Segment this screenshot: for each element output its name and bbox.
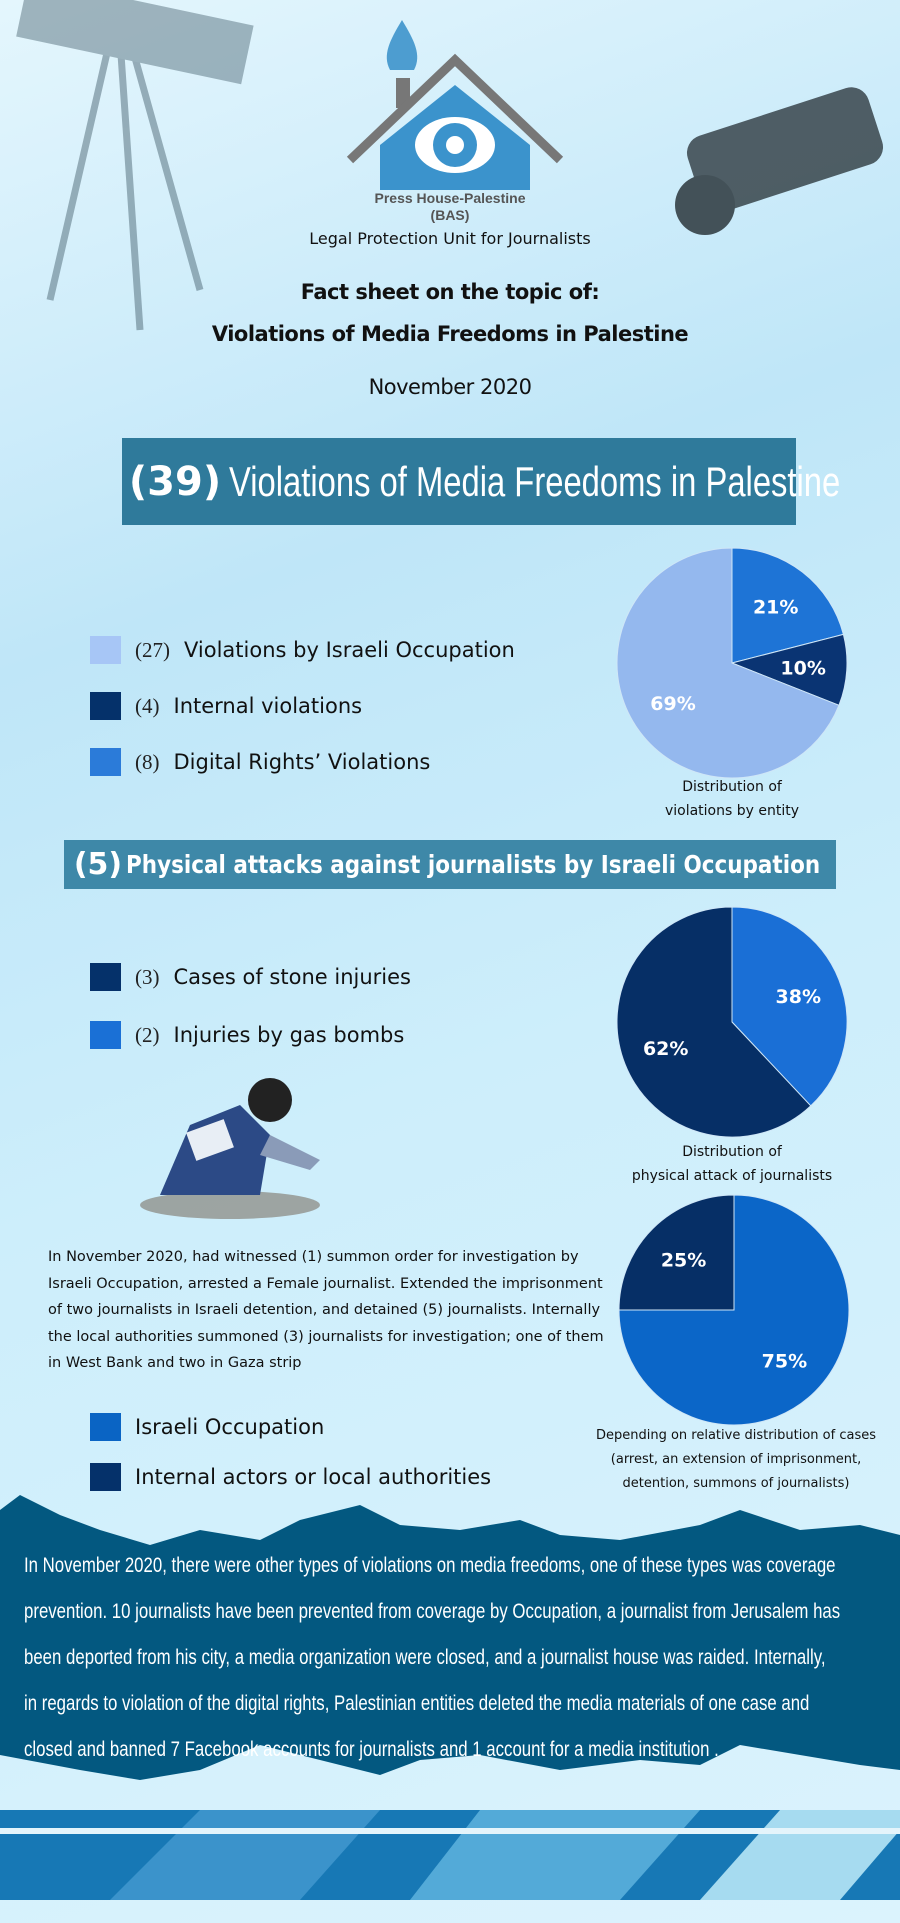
legend-item: Internal actors or local authorities bbox=[90, 1452, 491, 1502]
report-date: November 2020 bbox=[368, 375, 532, 399]
cases-paragraph: In November 2020, had witnessed (1) summ… bbox=[48, 1249, 604, 1371]
pie-slice-label: 38% bbox=[776, 986, 821, 1008]
fact-sheet-label: Fact sheet on the topic of: bbox=[300, 280, 600, 304]
legend-label: Cases of stone injuries bbox=[173, 965, 411, 989]
caption-line: Depending on relative distribution of ca… bbox=[595, 1428, 876, 1443]
legend-entity: (27) Violations by Israeli Occupation (4)… bbox=[90, 622, 515, 790]
pie-slice bbox=[618, 1194, 850, 1426]
press-house-logo bbox=[346, 20, 564, 190]
legend-count: (4) bbox=[135, 693, 160, 718]
pie-caption-cases: Depending on relative distribution of ca… bbox=[572, 1424, 900, 1496]
footer-line: been deported from his city, a media org… bbox=[24, 1646, 826, 1669]
background-photo-collage bbox=[16, 0, 884, 331]
legend-item: (27) Violations by Israeli Occupation bbox=[90, 622, 515, 678]
legend-item: (4) Internal violations bbox=[90, 678, 515, 734]
footer-line: closed and banned 7 Facebook accounts fo… bbox=[24, 1738, 719, 1761]
legend-count: (8) bbox=[135, 749, 160, 774]
pie-slice bbox=[618, 1194, 735, 1311]
legend-label: Internal actors or local authorities bbox=[135, 1465, 492, 1489]
journalist-photo bbox=[140, 1078, 320, 1219]
footer-line: In November 2020, there were other types… bbox=[24, 1554, 836, 1577]
topic-title: Violations of Media Freedoms in Palestin… bbox=[211, 322, 689, 346]
pie-slice-label: 69% bbox=[650, 693, 695, 715]
caption-line: physical attack of journalists bbox=[631, 1168, 833, 1184]
legend-item: (2) Injuries by gas bombs bbox=[90, 1006, 411, 1064]
attacks-count: (5) bbox=[73, 847, 123, 882]
pie-chart-attacks: 38% 62% bbox=[616, 906, 848, 1138]
physical-attacks-banner: (5) Physical attacks against journalists… bbox=[64, 840, 836, 889]
legend-label: Israeli Occupation bbox=[135, 1415, 325, 1439]
camera-tripod-image bbox=[16, 0, 254, 331]
legend-swatch bbox=[90, 1463, 121, 1491]
legend-label: Violations by Israeli Occupation bbox=[184, 638, 515, 662]
pie-slice-label: 25% bbox=[661, 1250, 706, 1272]
pie-chart-cases: 75% 25% bbox=[618, 1194, 850, 1426]
caption-line: detention, summons of journalists) bbox=[622, 1476, 850, 1491]
legend-swatch bbox=[90, 748, 121, 776]
legend-swatch bbox=[90, 963, 121, 991]
pie-slice bbox=[730, 633, 848, 706]
caption-line: Distribution of bbox=[682, 779, 782, 795]
legend-swatch bbox=[90, 636, 121, 664]
pie-chart-entity: 21% 10% 69% bbox=[616, 547, 848, 779]
camera-image bbox=[675, 87, 884, 235]
caption-line: Distribution of bbox=[682, 1144, 782, 1160]
pie-slice bbox=[616, 906, 812, 1138]
pie-slice-label: 62% bbox=[643, 1038, 688, 1060]
pie-slice bbox=[616, 547, 840, 779]
legend-label: Internal violations bbox=[173, 694, 363, 718]
pie-caption-attacks: Distribution of physical attack of journ… bbox=[592, 1140, 872, 1188]
legend-item: (3) Cases of stone injuries bbox=[90, 948, 411, 1006]
legend-count: (3) bbox=[135, 964, 160, 989]
footer-text: In November 2020, there were other types… bbox=[24, 1543, 884, 1773]
legend-swatch bbox=[90, 692, 121, 720]
pie-slice bbox=[731, 547, 844, 664]
pie-slice-label: 21% bbox=[753, 597, 798, 619]
unit-name: Legal Protection Unit for Journalists bbox=[309, 229, 591, 248]
pie-caption-entity: Distribution of violations by entity bbox=[612, 775, 852, 823]
legend-cases: Israeli Occupation Internal actors or lo… bbox=[90, 1402, 491, 1502]
footer-line: in regards to violation of the digital r… bbox=[24, 1692, 810, 1715]
org-abbr: (BAS) bbox=[430, 207, 470, 223]
banner-title: Violations of Media Freedoms in Palestin… bbox=[229, 457, 841, 505]
banner-title: Physical attacks against journalists by … bbox=[126, 850, 821, 879]
pie-slice bbox=[731, 906, 848, 1107]
legend-swatch bbox=[90, 1021, 121, 1049]
legend-label: Digital Rights’ Violations bbox=[173, 750, 431, 774]
caption-line: (arrest, an extension of imprisonment, bbox=[610, 1452, 862, 1467]
legend-attacks: (3) Cases of stone injuries (2) Injuries b… bbox=[90, 948, 411, 1064]
legend-swatch bbox=[90, 1413, 121, 1441]
pie-slice-label: 75% bbox=[762, 1350, 807, 1372]
total-violations-banner: (39) Violations of Media Freedoms in Pal… bbox=[122, 438, 841, 525]
pie-slice-label: 10% bbox=[780, 657, 825, 679]
decorative-stripes bbox=[0, 1810, 900, 1900]
org-name: Press House-Palestine bbox=[374, 190, 526, 206]
total-count: (39) bbox=[128, 458, 222, 505]
legend-count: (27) bbox=[135, 637, 170, 662]
legend-item: (8) Digital Rights’ Violations bbox=[90, 734, 515, 790]
legend-item: Israeli Occupation bbox=[90, 1402, 491, 1452]
footer-line: prevention. 10 journalists have been pre… bbox=[24, 1600, 841, 1623]
dark-band-shape bbox=[0, 1495, 900, 1780]
legend-label: Injuries by gas bombs bbox=[173, 1023, 405, 1047]
legend-count: (2) bbox=[135, 1022, 160, 1047]
caption-line: violations by entity bbox=[664, 803, 800, 819]
